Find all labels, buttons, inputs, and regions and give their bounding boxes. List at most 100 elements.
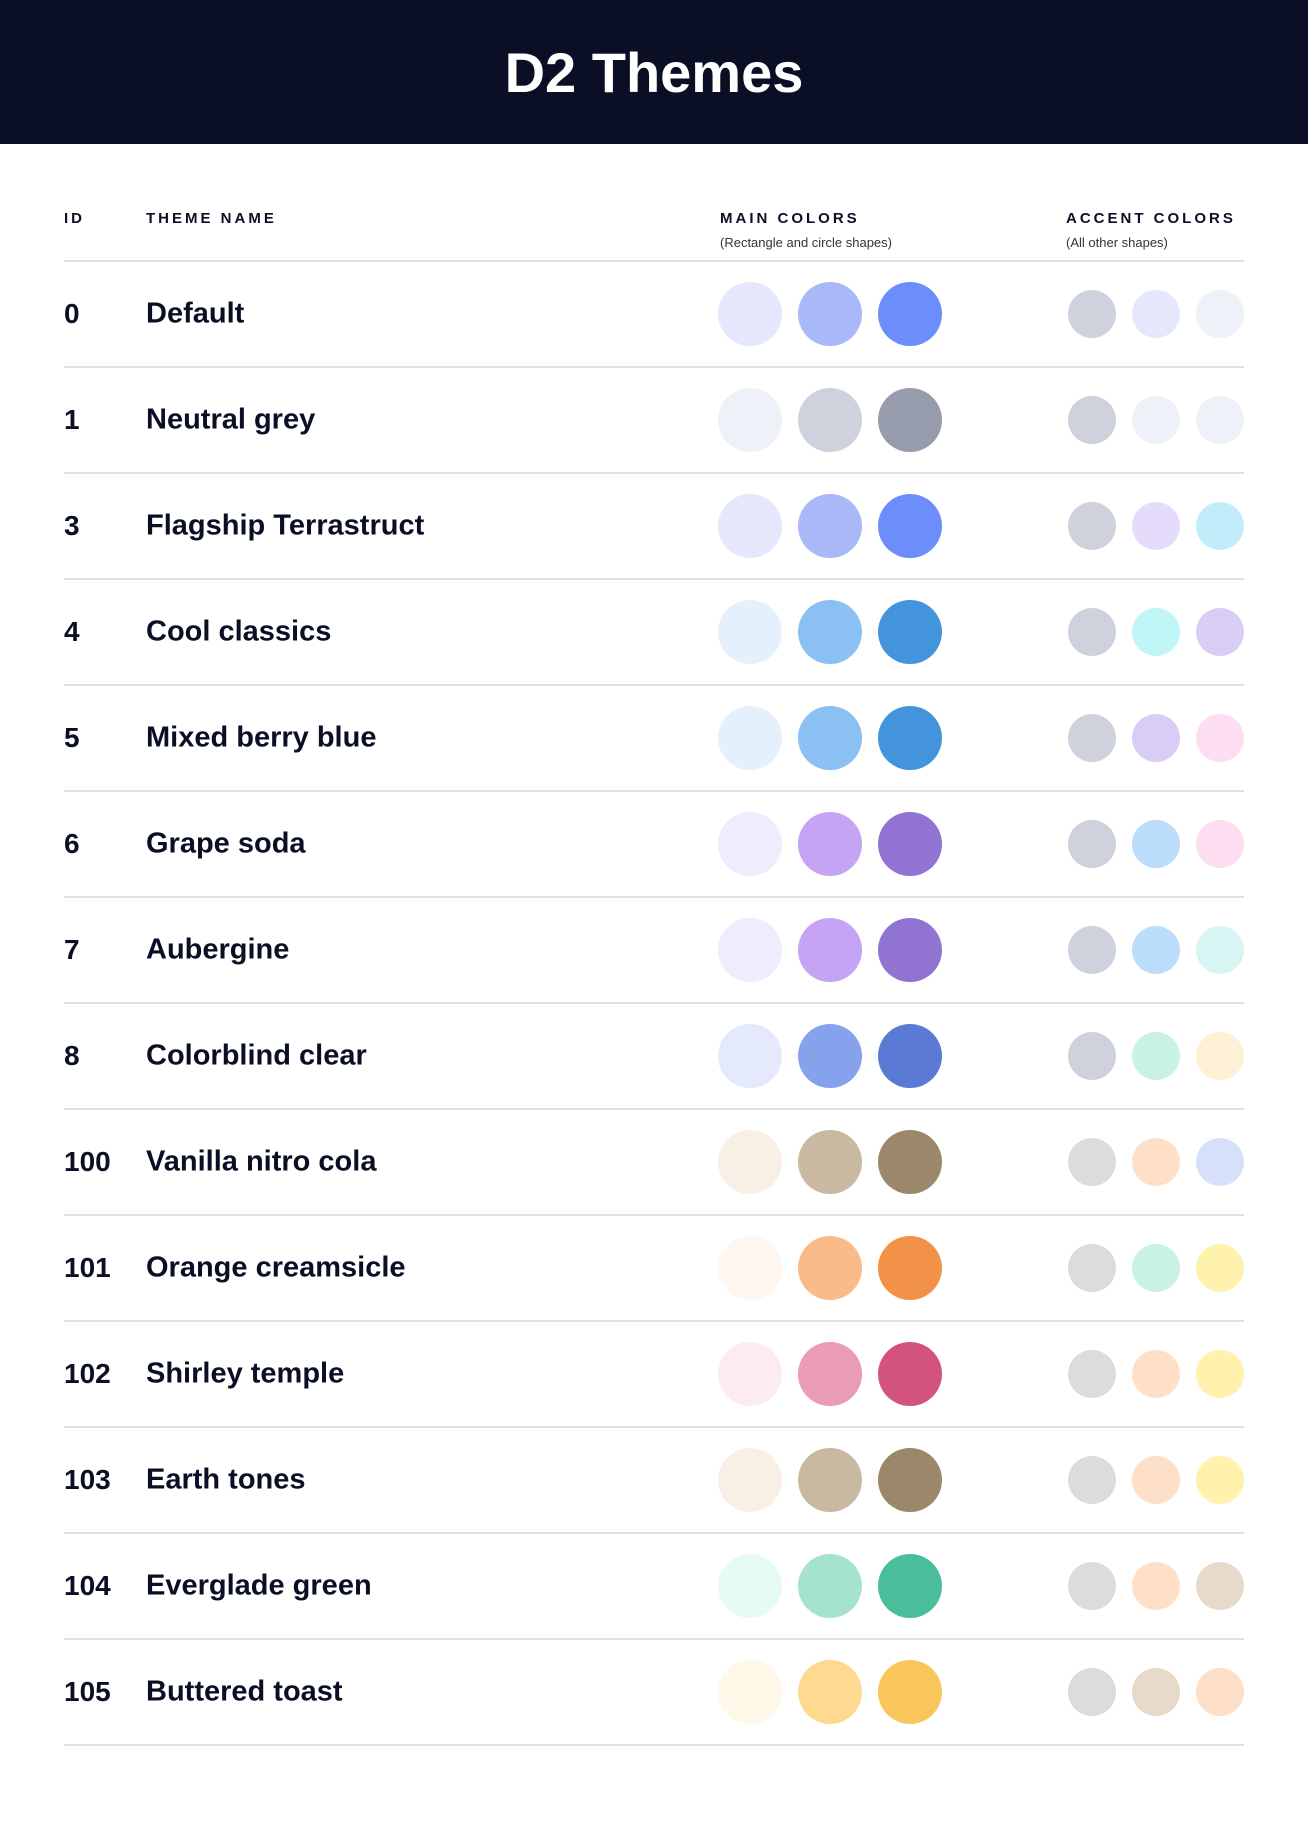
theme-id: 103 xyxy=(64,1464,111,1495)
accent-color-swatch xyxy=(1068,1456,1116,1504)
theme-id: 5 xyxy=(64,722,80,753)
accent-color-swatch xyxy=(1068,820,1116,868)
theme-name: Everglade green xyxy=(146,1569,372,1602)
col-subheader-main: (Rectangle and circle shapes) xyxy=(720,235,892,250)
main-color-swatch xyxy=(718,706,782,770)
accent-color-swatch xyxy=(1196,290,1244,338)
col-header-id: ID xyxy=(64,210,85,227)
main-color-swatch xyxy=(718,812,782,876)
theme-id: 8 xyxy=(64,1040,80,1071)
main-color-swatch xyxy=(798,1024,862,1088)
main-color-swatch xyxy=(878,812,942,876)
accent-color-swatch xyxy=(1196,1456,1244,1504)
accent-color-swatch xyxy=(1196,820,1244,868)
theme-row: 8 Colorblind clear xyxy=(0,1003,1308,1109)
main-color-swatch xyxy=(718,1130,782,1194)
main-color-swatch xyxy=(798,1236,862,1300)
accent-color-swatch xyxy=(1132,1032,1180,1080)
theme-row: 5 Mixed berry blue xyxy=(0,685,1308,791)
accent-color-swatch xyxy=(1196,1350,1244,1398)
row-divider xyxy=(64,1320,1244,1322)
main-color-swatch xyxy=(878,1236,942,1300)
row-divider xyxy=(64,1638,1244,1640)
accent-color-swatch xyxy=(1068,1138,1116,1186)
accent-color-swatch xyxy=(1132,1244,1180,1292)
theme-row: 104 Everglade green xyxy=(0,1533,1308,1639)
main-color-swatch xyxy=(718,388,782,452)
main-color-swatch xyxy=(798,1660,862,1724)
theme-id: 101 xyxy=(64,1252,111,1283)
accent-color-swatch xyxy=(1132,1350,1180,1398)
accent-color-swatch xyxy=(1068,608,1116,656)
row-divider xyxy=(64,1744,1244,1746)
col-header-accent: ACCENT COLORS xyxy=(1066,210,1236,227)
theme-row: 100 Vanilla nitro cola xyxy=(0,1109,1308,1215)
accent-color-swatch xyxy=(1132,1456,1180,1504)
theme-id: 102 xyxy=(64,1358,111,1389)
header-banner: D2 Themes xyxy=(0,0,1308,144)
main-color-swatch xyxy=(878,1130,942,1194)
main-color-swatch xyxy=(718,1024,782,1088)
theme-name: Flagship Terrastruct xyxy=(146,509,425,542)
theme-name: Mixed berry blue xyxy=(146,721,377,754)
main-color-swatch xyxy=(878,494,942,558)
main-color-swatch xyxy=(878,1342,942,1406)
theme-name: Aubergine xyxy=(146,933,290,966)
accent-color-swatch xyxy=(1196,1668,1244,1716)
row-divider xyxy=(64,366,1244,368)
accent-color-swatch xyxy=(1068,396,1116,444)
theme-row: 1 Neutral grey xyxy=(0,367,1308,473)
main-color-swatch xyxy=(798,812,862,876)
col-header-main: MAIN COLORS xyxy=(720,210,860,227)
row-divider xyxy=(64,790,1244,792)
row-divider xyxy=(64,1108,1244,1110)
main-color-swatch xyxy=(718,1342,782,1406)
accent-color-swatch xyxy=(1068,1244,1116,1292)
main-color-swatch xyxy=(798,1554,862,1618)
row-divider xyxy=(64,1002,1244,1004)
accent-color-swatch xyxy=(1132,714,1180,762)
main-color-swatch xyxy=(878,1448,942,1512)
header-divider xyxy=(64,260,1244,262)
accent-color-swatch xyxy=(1068,502,1116,550)
theme-id: 7 xyxy=(64,934,80,965)
accent-color-swatch xyxy=(1068,1668,1116,1716)
accent-color-swatch xyxy=(1068,1032,1116,1080)
accent-color-swatch xyxy=(1196,1244,1244,1292)
main-color-swatch xyxy=(718,1236,782,1300)
main-color-swatch xyxy=(798,706,862,770)
main-color-swatch xyxy=(798,1342,862,1406)
theme-name: Default xyxy=(146,297,245,330)
main-color-swatch xyxy=(878,282,942,346)
page-title: D2 Themes xyxy=(504,40,804,104)
accent-color-swatch xyxy=(1196,608,1244,656)
theme-name: Vanilla nitro cola xyxy=(146,1145,377,1178)
accent-color-swatch xyxy=(1132,1562,1180,1610)
accent-color-swatch xyxy=(1132,1138,1180,1186)
accent-color-swatch xyxy=(1196,1562,1244,1610)
theme-name: Neutral grey xyxy=(146,403,316,436)
accent-color-swatch xyxy=(1132,290,1180,338)
accent-color-swatch xyxy=(1132,1668,1180,1716)
main-color-swatch xyxy=(798,494,862,558)
accent-color-swatch xyxy=(1068,290,1116,338)
theme-name: Earth tones xyxy=(146,1463,306,1496)
main-color-swatch xyxy=(878,1660,942,1724)
accent-color-swatch xyxy=(1068,1562,1116,1610)
theme-id: 105 xyxy=(64,1676,111,1707)
accent-color-swatch xyxy=(1196,1032,1244,1080)
row-divider xyxy=(64,1532,1244,1534)
row-divider xyxy=(64,684,1244,686)
accent-color-swatch xyxy=(1132,608,1180,656)
theme-row: 7 Aubergine xyxy=(0,897,1308,1003)
accent-color-swatch xyxy=(1196,502,1244,550)
row-divider xyxy=(64,1426,1244,1428)
theme-row: 103 Earth tones xyxy=(0,1427,1308,1533)
theme-name: Orange creamsicle xyxy=(146,1251,406,1284)
theme-name: Shirley temple xyxy=(146,1357,345,1390)
main-color-swatch xyxy=(798,388,862,452)
theme-id: 0 xyxy=(64,298,80,329)
accent-color-swatch xyxy=(1196,714,1244,762)
accent-color-swatch xyxy=(1132,926,1180,974)
main-color-swatch xyxy=(718,600,782,664)
